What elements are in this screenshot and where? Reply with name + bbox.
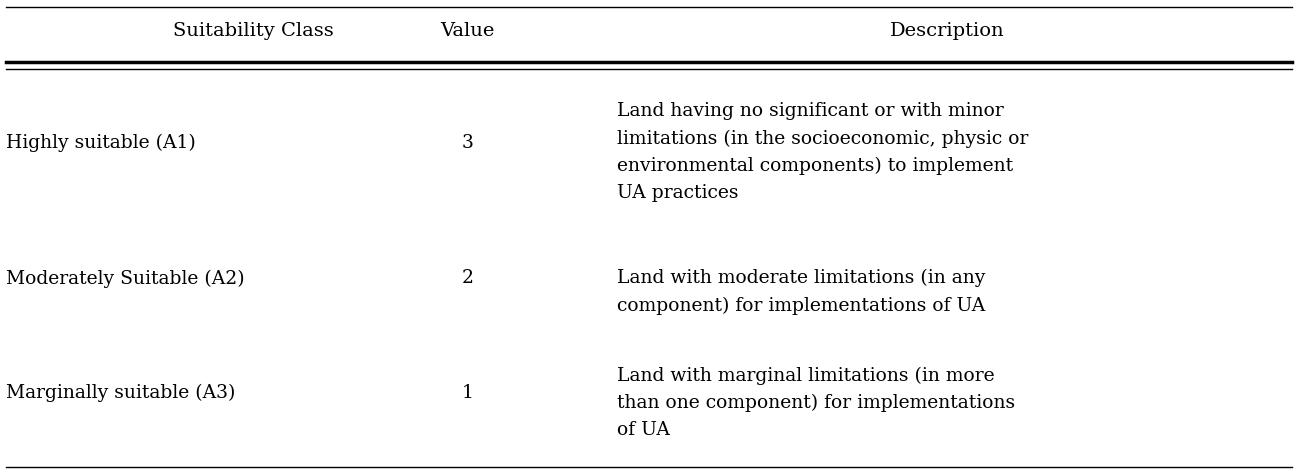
Text: Suitability Class: Suitability Class	[173, 22, 334, 40]
Text: Description: Description	[890, 22, 1005, 40]
Text: Land with marginal limitations (in more
than one component) for implementations
: Land with marginal limitations (in more …	[617, 367, 1015, 439]
Text: 3: 3	[461, 134, 474, 152]
Text: 1: 1	[461, 384, 474, 402]
Text: Moderately Suitable (A2): Moderately Suitable (A2)	[6, 269, 245, 288]
Text: Land having no significant or with minor
limitations (in the socioeconomic, phys: Land having no significant or with minor…	[617, 102, 1028, 202]
Text: Highly suitable (A1): Highly suitable (A1)	[6, 134, 196, 152]
Text: Land with moderate limitations (in any
component) for implementations of UA: Land with moderate limitations (in any c…	[617, 269, 985, 315]
Text: 2: 2	[461, 269, 474, 288]
Text: Marginally suitable (A3): Marginally suitable (A3)	[6, 384, 236, 402]
Text: Value: Value	[440, 22, 495, 40]
